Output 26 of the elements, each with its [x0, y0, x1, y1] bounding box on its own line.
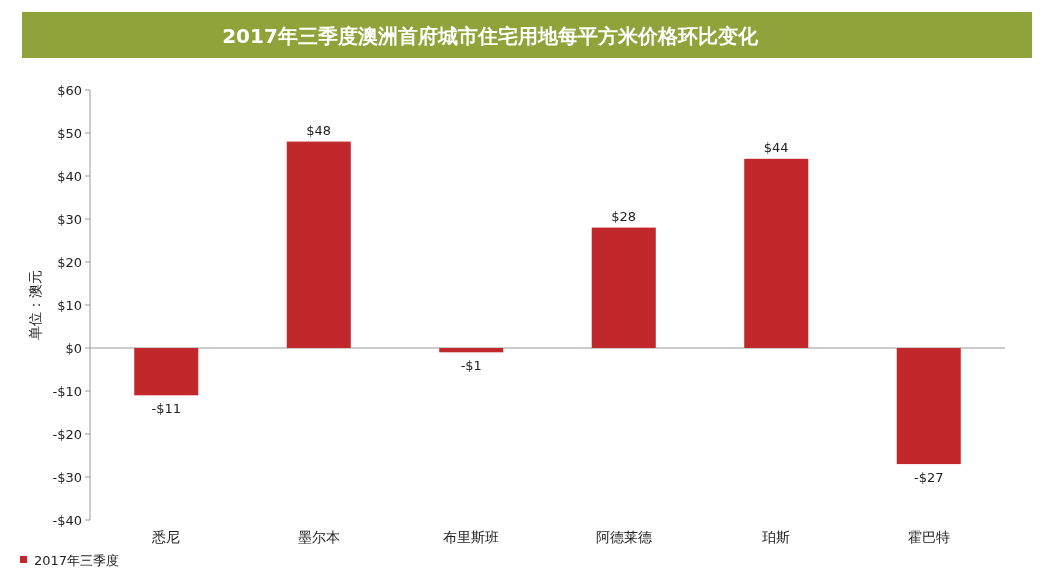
y-tick-label: $30	[57, 212, 82, 227]
data-label: -$27	[913, 470, 944, 486]
x-tick-label: 霍巴特	[907, 529, 950, 545]
x-tick-label: 珀斯	[762, 529, 791, 545]
y-tick-label: -$30	[52, 470, 82, 485]
y-tick-label: -$20	[52, 427, 82, 442]
legend-label: 2017年三季度	[34, 553, 120, 568]
y-tick-label: $0	[65, 341, 82, 356]
data-label: -$11	[151, 401, 182, 417]
data-label: -$1	[460, 358, 482, 374]
data-label: $48	[306, 122, 332, 138]
y-tick-label: $50	[57, 126, 82, 141]
y-tick-label: -$40	[52, 513, 82, 528]
y-tick-label: $40	[57, 169, 82, 184]
x-tick-label: 阿德莱德	[595, 529, 652, 545]
y-tick-label: -$10	[52, 384, 82, 399]
x-tick-label: 墨尔本	[297, 529, 340, 545]
x-tick-label: 布里斯班	[443, 529, 500, 545]
data-label: $44	[763, 139, 789, 155]
x-tick-label: 悉尼	[151, 529, 181, 545]
y-tick-label: $60	[57, 83, 82, 98]
data-label: $28	[611, 208, 637, 224]
y-tick-label: $10	[57, 298, 82, 313]
y-tick-label: $20	[57, 255, 82, 270]
chart-title: 2017年三季度澳洲首府城市住宅用地每平方米价格环比变化	[222, 24, 759, 48]
y-axis-title: 单位：澳元	[27, 270, 43, 340]
